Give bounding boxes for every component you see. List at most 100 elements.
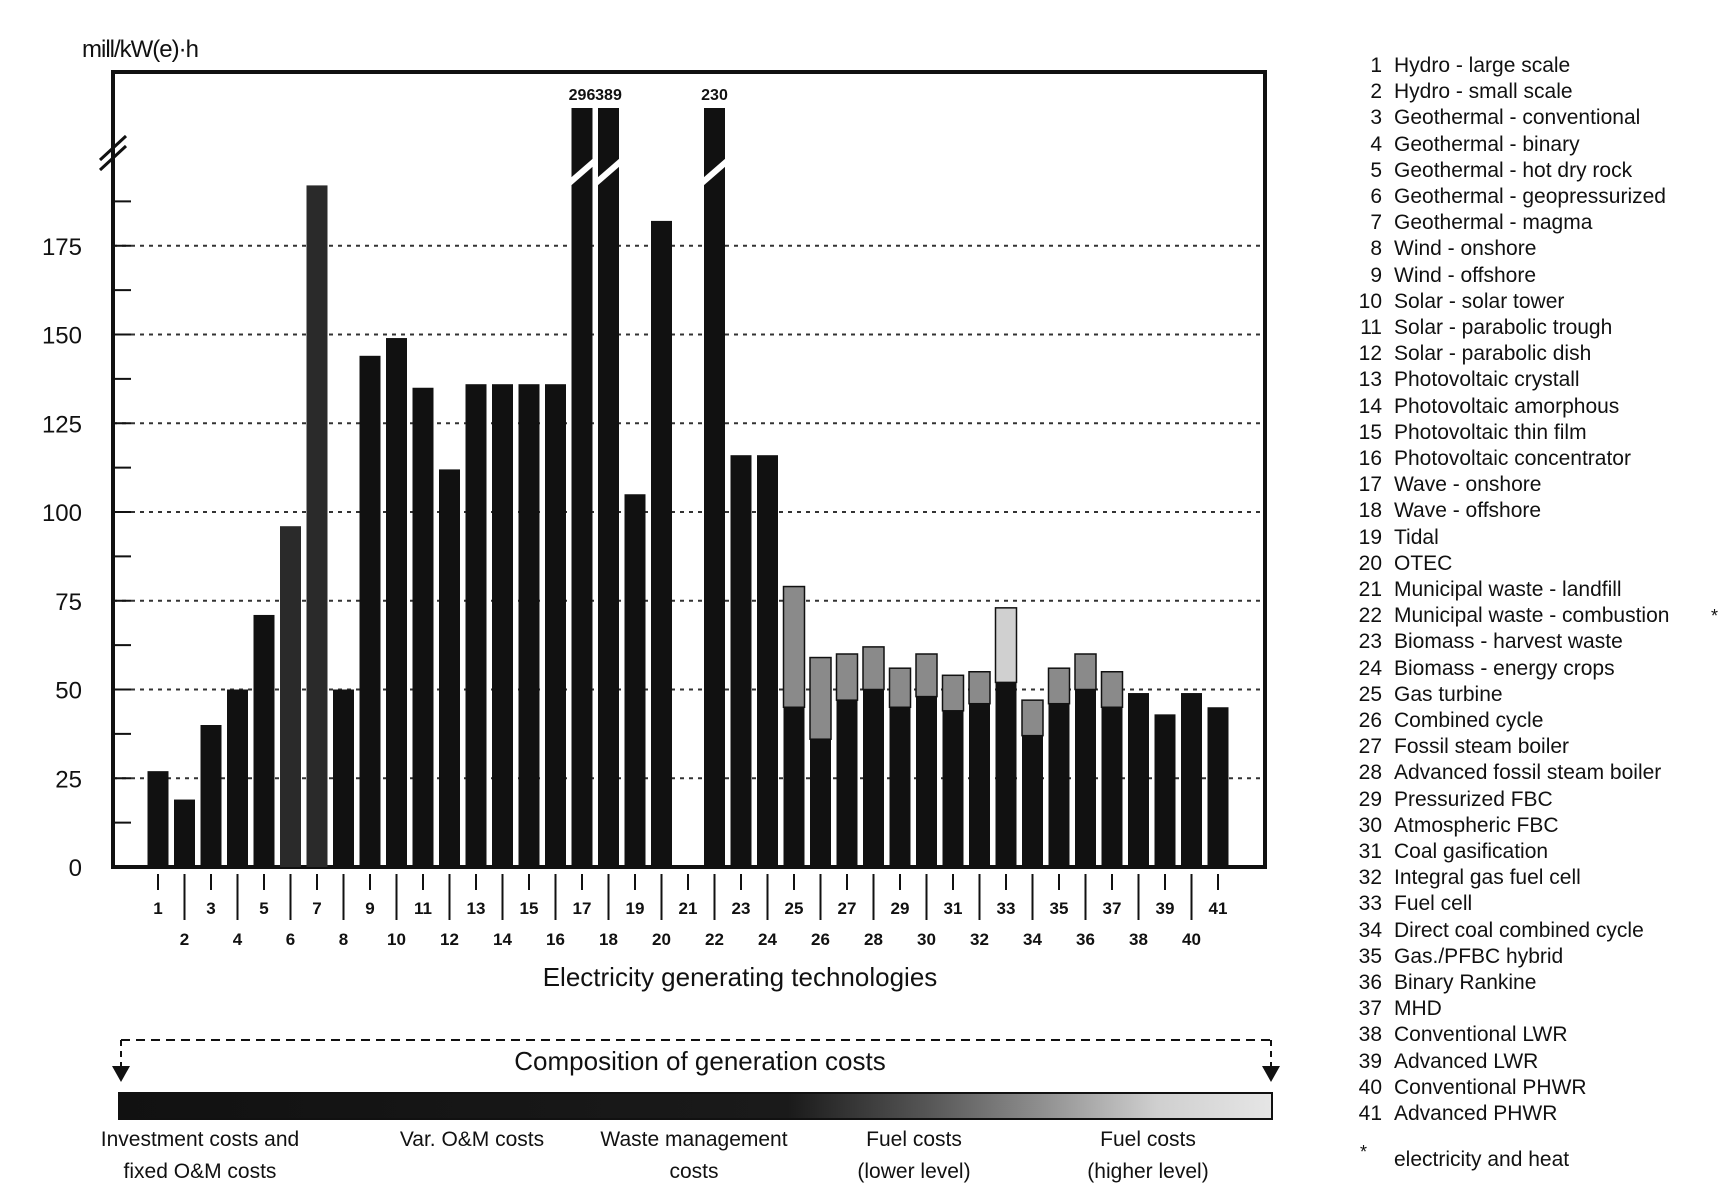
x-tick-label: 26 — [811, 930, 830, 949]
legend-number: 29 — [1338, 788, 1382, 812]
x-tick-label: 37 — [1103, 899, 1122, 918]
bar-19 — [625, 494, 646, 867]
bar-37 — [1102, 707, 1123, 867]
legend-number: 23 — [1338, 630, 1382, 654]
legend-number: 33 — [1338, 892, 1382, 916]
legend-number: 34 — [1338, 919, 1382, 943]
x-tick-label: 41 — [1209, 899, 1228, 918]
bar-10 — [386, 338, 407, 867]
bar-30-fuel-segment — [916, 654, 937, 697]
bar-24 — [757, 455, 778, 867]
x-tick-label: 5 — [259, 899, 268, 918]
x-tick-label: 14 — [493, 930, 512, 949]
x-tick-label: 10 — [387, 930, 406, 949]
bar-16 — [545, 384, 566, 867]
y-tick-labels: 0 25 50 75 100 125 150 175 — [42, 234, 82, 882]
bar-35 — [1049, 704, 1070, 867]
legend-number: 7 — [1338, 211, 1382, 235]
bar-1 — [148, 771, 169, 867]
y-tick-label: 75 — [55, 589, 82, 616]
legend-label: Municipal waste - combustion — [1394, 604, 1669, 628]
x-tick-label: 27 — [838, 899, 857, 918]
bar-37-fuel-segment — [1102, 672, 1123, 708]
bar-3 — [201, 725, 222, 867]
legend-label: Biomass - energy crops — [1394, 657, 1615, 681]
legend-label: Hydro - small scale — [1394, 80, 1573, 104]
legend-number: 36 — [1338, 971, 1382, 995]
legend-number: 4 — [1338, 133, 1382, 157]
bar-36-fuel-segment — [1075, 654, 1096, 690]
bar-14 — [492, 384, 513, 867]
bars: 296 389 230 — [148, 87, 1229, 867]
legend-number: 38 — [1338, 1023, 1382, 1047]
bar-27 — [837, 700, 858, 867]
bar-30 — [916, 697, 937, 867]
y-tick-label: 100 — [42, 500, 82, 527]
legend-number: 41 — [1338, 1102, 1382, 1126]
legend-number: 9 — [1338, 264, 1382, 288]
legend-mark: * — [1711, 604, 1718, 628]
legend-label: OTEC — [1394, 552, 1452, 576]
legend-number: 25 — [1338, 683, 1382, 707]
legend-label: Photovoltaic thin film — [1394, 421, 1587, 445]
legend-label: Atmospheric FBC — [1394, 814, 1559, 838]
legend-number: 32 — [1338, 866, 1382, 890]
x-tick-labels: 1234567891011121314151617181920212223242… — [153, 874, 1227, 949]
x-axis-title: Electricity generating technologies — [480, 962, 1000, 993]
legend-label: Combined cycle — [1394, 709, 1543, 733]
legend-label: Fuel cell — [1394, 892, 1472, 916]
legend-number: 21 — [1338, 578, 1382, 602]
bar-34-fuel-segment — [1022, 700, 1043, 736]
x-tick-label: 18 — [599, 930, 618, 949]
cost-label-var-om: Var. O&M costs — [352, 1124, 592, 1156]
y-tick-label: 25 — [55, 766, 82, 793]
legend-label: Municipal waste - landfill — [1394, 578, 1622, 602]
legend-label: Wind - offshore — [1394, 264, 1536, 288]
x-tick-label: 34 — [1023, 930, 1042, 949]
bar-value-label-18: 389 — [595, 87, 622, 104]
bar-26 — [810, 739, 831, 867]
bar-40 — [1181, 693, 1202, 867]
y-tick-label: 50 — [55, 678, 82, 705]
legend-label: Photovoltaic amorphous — [1394, 395, 1619, 419]
legend-number: 11 — [1338, 316, 1382, 340]
x-tick-label: 16 — [546, 930, 565, 949]
bar-35-fuel-segment — [1049, 668, 1070, 704]
x-tick-label: 3 — [206, 899, 215, 918]
x-tick-label: 19 — [626, 899, 645, 918]
bar-13 — [466, 384, 487, 867]
bar-39 — [1155, 714, 1176, 867]
bar-34 — [1022, 736, 1043, 867]
bar-17 — [572, 108, 593, 867]
y-minor-ticks — [113, 201, 131, 867]
x-tick-label: 35 — [1050, 899, 1069, 918]
legend-number: 10 — [1338, 290, 1382, 314]
x-tick-label: 6 — [286, 930, 295, 949]
legend-label: Wave - onshore — [1394, 473, 1541, 497]
bar-33-fuel-segment — [996, 608, 1017, 683]
legend-label: Binary Rankine — [1394, 971, 1536, 995]
legend-number: 6 — [1338, 185, 1382, 209]
bar-27-fuel-segment — [837, 654, 858, 700]
legend-label: Integral gas fuel cell — [1394, 866, 1581, 890]
x-tick-label: 25 — [785, 899, 804, 918]
bar-18 — [598, 108, 619, 867]
y-tick-label: 175 — [42, 234, 82, 261]
footnote-mark: * — [1360, 1142, 1367, 1163]
bar-23 — [731, 455, 752, 867]
arrow-right-icon — [1262, 1066, 1280, 1082]
legend-label: Advanced fossil steam boiler — [1394, 761, 1661, 785]
x-tick-label: 11 — [414, 899, 432, 918]
cost-label-fuel-lower: Fuel costs (lower level) — [794, 1124, 1034, 1188]
y-axis-label: mill/kW(e)·h — [82, 36, 198, 64]
x-tick-label: 15 — [520, 899, 539, 918]
legend-label: Geothermal - conventional — [1394, 106, 1640, 130]
legend-label: MHD — [1394, 997, 1442, 1021]
legend-label: Advanced PHWR — [1394, 1102, 1557, 1126]
legend-label: Solar - solar tower — [1394, 290, 1564, 314]
x-tick-label: 33 — [997, 899, 1016, 918]
legend-number: 40 — [1338, 1076, 1382, 1100]
bar-9 — [360, 356, 381, 867]
legend-label: Direct coal combined cycle — [1394, 919, 1644, 943]
bar-25-fuel-segment — [784, 587, 805, 708]
